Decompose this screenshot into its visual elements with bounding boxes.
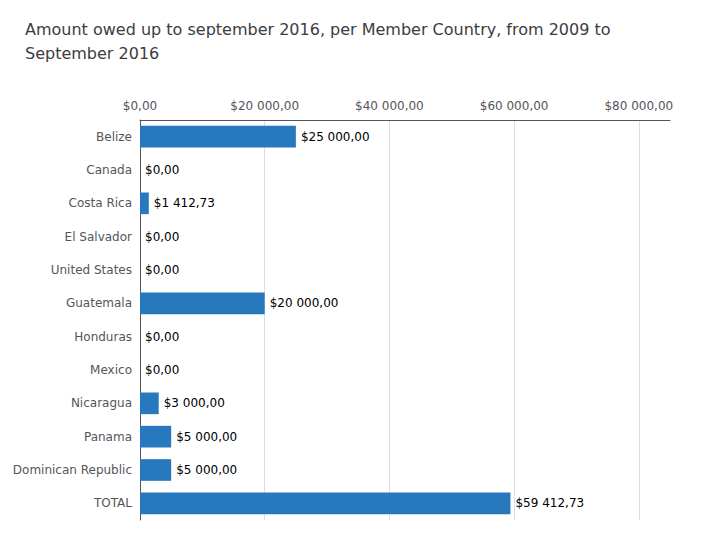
- svg-text:$5 000,00: $5 000,00: [176, 430, 237, 444]
- svg-text:$0,00: $0,00: [123, 99, 157, 113]
- svg-text:September 2016: September 2016: [25, 44, 159, 63]
- svg-text:$0,00: $0,00: [145, 230, 179, 244]
- svg-text:Dominican Republic: Dominican Republic: [13, 463, 132, 477]
- svg-text:El Salvador: El Salvador: [65, 230, 132, 244]
- svg-text:$3 000,00: $3 000,00: [164, 396, 225, 410]
- svg-text:$80 000,00: $80 000,00: [604, 99, 673, 113]
- svg-text:$20 000,00: $20 000,00: [230, 99, 299, 113]
- svg-text:$59 412,73: $59 412,73: [515, 496, 584, 510]
- svg-text:Nicaragua: Nicaragua: [71, 396, 132, 410]
- svg-text:$0,00: $0,00: [145, 263, 179, 277]
- svg-text:Panama: Panama: [84, 430, 132, 444]
- svg-text:$0,00: $0,00: [145, 330, 179, 344]
- svg-text:$60 000,00: $60 000,00: [480, 99, 549, 113]
- svg-text:Canada: Canada: [86, 163, 132, 177]
- svg-text:Mexico: Mexico: [90, 363, 132, 377]
- svg-text:$0,00: $0,00: [145, 363, 179, 377]
- svg-text:Honduras: Honduras: [74, 330, 132, 344]
- svg-text:Belize: Belize: [96, 130, 132, 144]
- svg-text:Costa Rica: Costa Rica: [69, 196, 132, 210]
- svg-text:$40 000,00: $40 000,00: [355, 99, 424, 113]
- svg-text:$0,00: $0,00: [145, 163, 179, 177]
- svg-text:TOTAL: TOTAL: [93, 496, 132, 510]
- svg-text:$20 000,00: $20 000,00: [270, 296, 339, 310]
- svg-text:$1 412,73: $1 412,73: [154, 196, 215, 210]
- svg-text:Amount owed up to september 20: Amount owed up to september 2016, per Me…: [25, 20, 611, 39]
- svg-text:$5 000,00: $5 000,00: [176, 463, 237, 477]
- svg-text:Guatemala: Guatemala: [66, 296, 132, 310]
- svg-text:United States: United States: [51, 263, 132, 277]
- svg-text:$25 000,00: $25 000,00: [301, 130, 370, 144]
